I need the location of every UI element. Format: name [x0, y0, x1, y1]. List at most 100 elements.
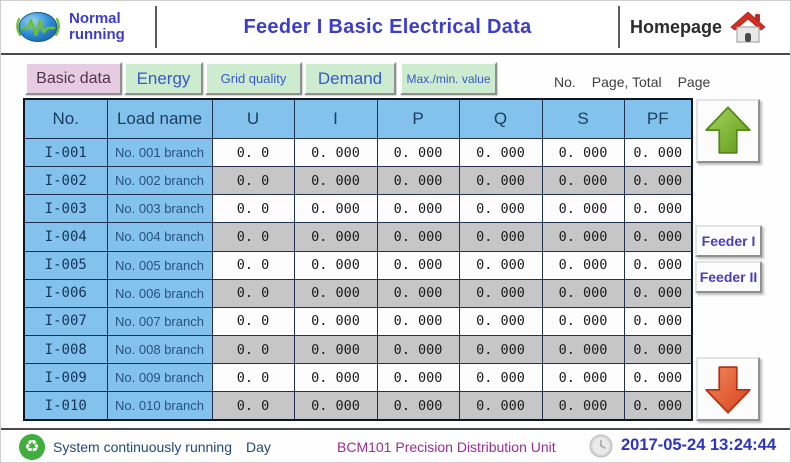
row-no-cell: I-001: [23, 137, 108, 168]
row-i-cell: 0. 000: [293, 306, 378, 336]
row-u-cell: 0. 0: [211, 137, 295, 168]
homepage-label: Homepage: [630, 16, 723, 37]
footer-datetime: 2017-05-24 13:24:44: [621, 436, 777, 454]
tab-max-min-value[interactable]: Max./min. value: [400, 62, 497, 95]
row-pf-cell: 0. 000: [623, 222, 693, 252]
row-u-cell: 0. 0: [211, 306, 295, 336]
col-header-s: S: [541, 98, 625, 139]
row-i-cell: 0. 000: [293, 137, 378, 168]
row-pf-cell: 0. 000: [623, 363, 693, 393]
row-load-name-cell: No. 003 branch: [106, 194, 213, 224]
status-line-2: running: [69, 26, 125, 43]
row-s-cell: 0. 000: [541, 278, 625, 308]
row-pf-cell: 0. 000: [623, 391, 693, 421]
table-row: I-009 No. 009 branch 0. 0 0. 000 0. 000 …: [23, 363, 693, 393]
row-load-name-cell: No. 004 branch: [106, 222, 213, 252]
table-body: I-001 No. 001 branch 0. 0 0. 000 0. 000 …: [23, 137, 693, 421]
row-p-cell: 0. 000: [376, 194, 460, 224]
system-status: Normal running: [69, 9, 155, 43]
page-up-button[interactable]: [696, 99, 760, 163]
tab-grid-quality[interactable]: Grid quality: [205, 62, 302, 95]
row-load-name-cell: No. 006 branch: [106, 278, 213, 308]
row-load-name-cell: No. 007 branch: [106, 306, 213, 336]
table-row: I-007 No. 007 branch 0. 0 0. 000 0. 000 …: [23, 306, 693, 336]
col-header-pf: PF: [623, 98, 693, 139]
row-load-name-cell: No. 005 branch: [106, 250, 213, 280]
row-u-cell: 0. 0: [211, 194, 295, 224]
table-row: I-010 No. 010 branch 0. 0 0. 000 0. 000 …: [23, 391, 693, 421]
tab-energy[interactable]: Energy: [124, 62, 203, 95]
row-i-cell: 0. 000: [293, 194, 378, 224]
row-p-cell: 0. 000: [376, 391, 460, 421]
clock-icon: [589, 434, 613, 462]
page-down-button[interactable]: [696, 357, 760, 421]
row-pf-cell: 0. 000: [623, 194, 693, 224]
row-i-cell: 0. 000: [293, 166, 378, 196]
table-row: I-006 No. 006 branch 0. 0 0. 000 0. 000 …: [23, 278, 693, 308]
row-pf-cell: 0. 000: [623, 166, 693, 196]
feeder2-label: Feeder II: [699, 269, 758, 285]
recycle-icon: ♻: [19, 434, 45, 460]
page-title: Feeder I Basic Electrical Data: [243, 15, 532, 38]
row-q-cell: 0. 000: [458, 334, 543, 365]
row-s-cell: 0. 000: [541, 363, 625, 393]
row-q-cell: 0. 000: [458, 250, 543, 280]
row-s-cell: 0. 000: [541, 250, 625, 280]
feeder2-button[interactable]: Feeder II: [695, 261, 762, 293]
row-no-cell: I-010: [23, 391, 108, 421]
row-p-cell: 0. 000: [376, 250, 460, 280]
footer-device-name: BCM101 Precision Distribution Unit: [337, 439, 556, 455]
row-q-cell: 0. 000: [458, 194, 543, 224]
col-header-i: I: [293, 98, 378, 139]
row-u-cell: 0. 0: [211, 222, 295, 252]
table-row: I-003 No. 003 branch 0. 0 0. 000 0. 000 …: [23, 194, 693, 224]
row-load-name-cell: No. 002 branch: [106, 166, 213, 196]
row-q-cell: 0. 000: [458, 306, 543, 336]
col-header-u: U: [211, 98, 295, 139]
row-no-cell: I-007: [23, 306, 108, 336]
row-p-cell: 0. 000: [376, 363, 460, 393]
header-divider: [618, 6, 620, 48]
row-p-cell: 0. 000: [376, 278, 460, 308]
row-no-cell: I-004: [23, 222, 108, 252]
row-u-cell: 0. 0: [211, 166, 295, 196]
down-arrow-icon: [705, 366, 751, 414]
status-line-1: Normal: [69, 9, 121, 27]
row-i-cell: 0. 000: [293, 250, 378, 280]
tab-basic-data[interactable]: Basic data: [25, 62, 122, 95]
row-pf-cell: 0. 000: [623, 306, 693, 336]
row-no-cell: I-003: [23, 194, 108, 224]
row-q-cell: 0. 000: [458, 137, 543, 168]
up-arrow-icon: [705, 106, 751, 154]
row-u-cell: 0. 0: [211, 250, 295, 280]
row-i-cell: 0. 000: [293, 222, 378, 252]
row-load-name-cell: No. 009 branch: [106, 363, 213, 393]
row-load-name-cell: No. 001 branch: [106, 137, 213, 168]
row-u-cell: 0. 0: [211, 391, 295, 421]
col-header-p: P: [376, 98, 460, 139]
row-s-cell: 0. 000: [541, 222, 625, 252]
row-pf-cell: 0. 000: [623, 137, 693, 168]
feeder1-button[interactable]: Feeder I: [695, 225, 762, 257]
page-label: Page: [677, 74, 711, 90]
row-i-cell: 0. 000: [293, 334, 378, 365]
footer-mode: Day: [246, 439, 271, 455]
footer-status: System continuously running: [53, 439, 232, 455]
electrical-data-table: No. Load name U I P Q S PF I-001 No. 001…: [23, 98, 693, 421]
header-divider: [155, 6, 157, 48]
tab-demand[interactable]: Demand: [304, 62, 396, 95]
row-s-cell: 0. 000: [541, 391, 625, 421]
table-row: I-005 No. 005 branch 0. 0 0. 000 0. 000 …: [23, 250, 693, 280]
row-q-cell: 0. 000: [458, 363, 543, 393]
table-row: I-002 No. 002 branch 0. 0 0. 000 0. 000 …: [23, 166, 693, 196]
col-header-load-name: Load name: [106, 98, 213, 139]
row-s-cell: 0. 000: [541, 334, 625, 365]
row-u-cell: 0. 0: [211, 278, 295, 308]
row-u-cell: 0. 0: [211, 334, 295, 365]
table-row: I-001 No. 001 branch 0. 0 0. 000 0. 000 …: [23, 137, 693, 168]
row-no-cell: I-006: [23, 278, 108, 308]
row-u-cell: 0. 0: [211, 363, 295, 393]
row-s-cell: 0. 000: [541, 166, 625, 196]
homepage-button[interactable]: Homepage: [620, 11, 790, 43]
row-i-cell: 0. 000: [293, 278, 378, 308]
